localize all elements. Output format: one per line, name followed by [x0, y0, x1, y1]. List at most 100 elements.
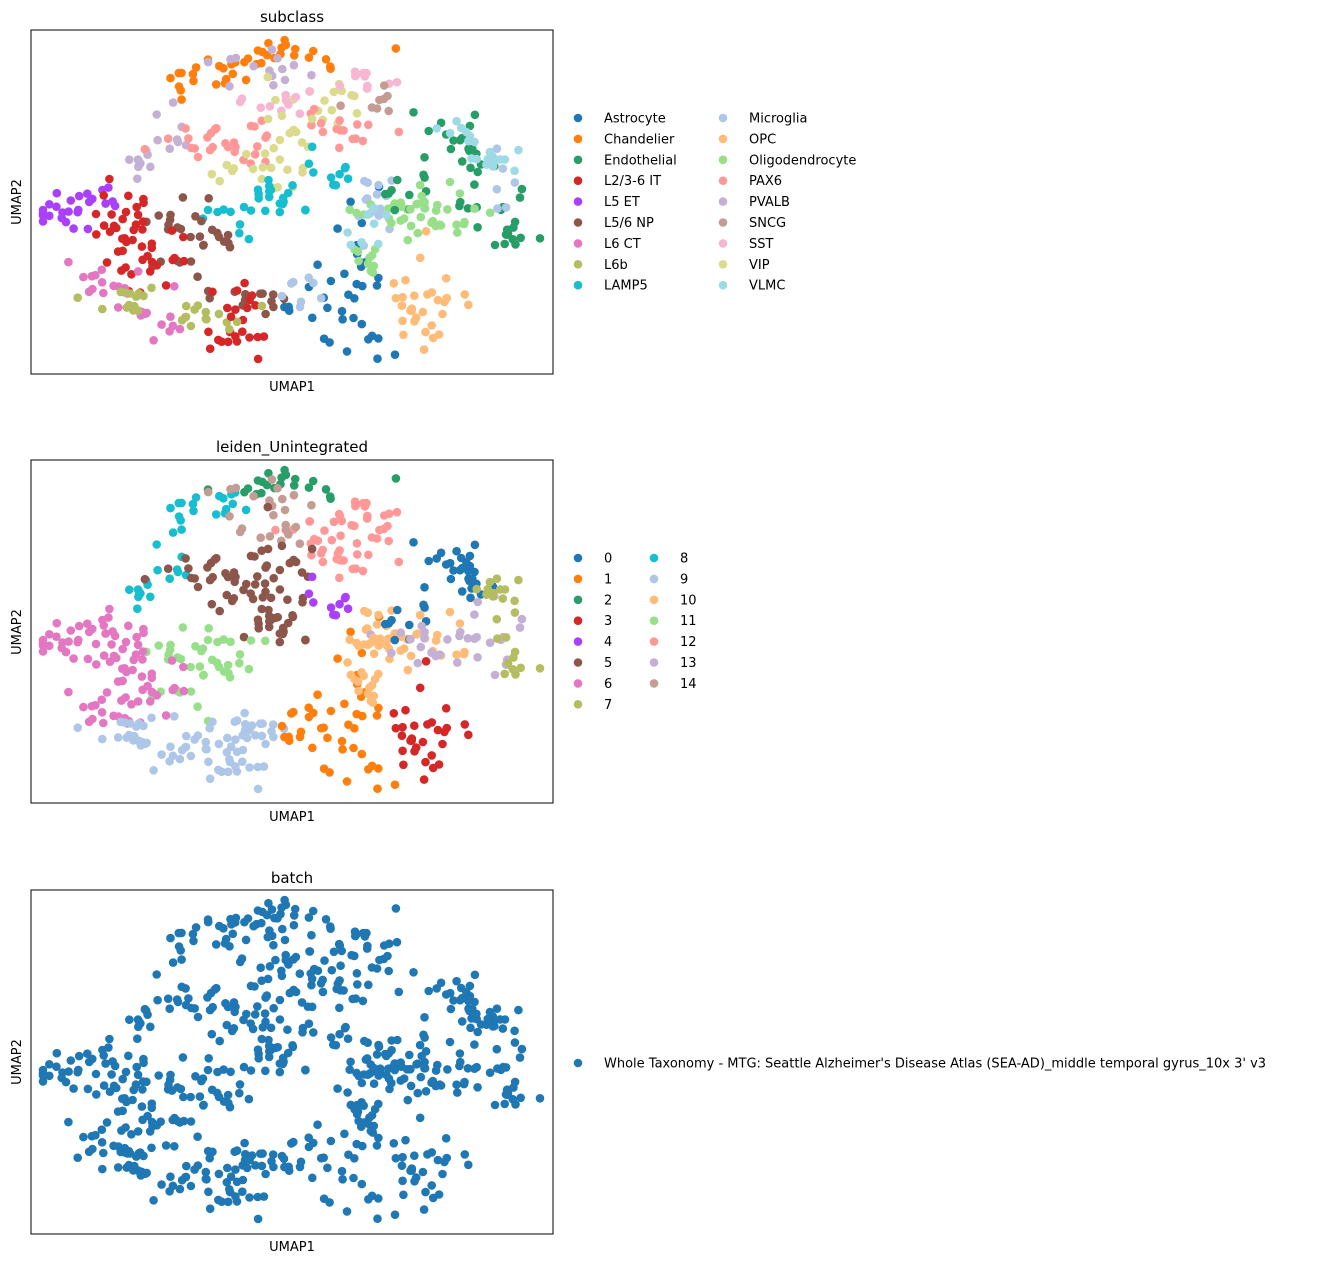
scatter-point	[190, 305, 199, 314]
scatter-point	[232, 337, 242, 346]
scatter-point	[406, 1081, 416, 1091]
scatter-point	[250, 122, 259, 131]
scatter-point	[73, 1067, 82, 1077]
scatter-point	[342, 777, 352, 786]
scatter-point	[64, 1117, 73, 1127]
scatter-point	[343, 228, 352, 237]
scatter-point	[101, 1059, 110, 1068]
scatter-point	[336, 101, 345, 110]
scatter-point	[223, 1163, 232, 1173]
scatter-point	[83, 224, 93, 234]
scatter-point	[222, 160, 232, 170]
scatter-point	[313, 690, 322, 699]
scatter-point	[161, 711, 171, 720]
scatter-point	[392, 937, 402, 947]
scatter-point	[163, 134, 173, 143]
scatter-point	[416, 642, 426, 652]
scatter-point	[241, 75, 251, 85]
scatter-point	[231, 305, 240, 314]
scatter-point	[133, 1070, 143, 1080]
scatter-point	[242, 579, 251, 589]
legend: Whole Taxonomy - MTG: Seattle Alzheimer'…	[573, 1057, 1266, 1072]
scatter-point	[250, 1010, 260, 1019]
scatter-point	[226, 914, 235, 924]
scatter-point	[98, 1164, 107, 1174]
scatter-point	[170, 712, 179, 721]
legend-item: 3	[573, 614, 612, 629]
scatter-point	[401, 1135, 410, 1145]
scatter-point	[197, 646, 206, 656]
scatter-point	[413, 1088, 423, 1098]
scatter-point	[79, 272, 88, 282]
scatter-point	[349, 1173, 358, 1183]
legend-item: SST	[718, 237, 774, 252]
legend-marker	[718, 239, 728, 248]
scatter-point	[210, 555, 220, 564]
scatter-point	[364, 550, 373, 560]
scatter-point	[97, 265, 107, 275]
scatter-point	[456, 983, 466, 993]
scatter-point	[409, 108, 418, 117]
scatter-point	[252, 142, 262, 151]
scatter-point	[323, 733, 332, 743]
scatter-point	[284, 736, 294, 745]
scatter-point	[101, 199, 110, 208]
scatter-point	[191, 642, 200, 651]
scatter-point	[352, 709, 362, 719]
legend-label: 2	[604, 593, 612, 608]
scatter-point	[307, 70, 316, 80]
scatter-point	[379, 511, 389, 520]
scatter-point	[295, 109, 305, 118]
legend-label: Oligodendrocyte	[749, 153, 856, 168]
scatter-point	[316, 723, 326, 733]
scatter-point	[107, 640, 116, 649]
scatter-point	[413, 228, 423, 238]
scatter-point	[102, 258, 112, 267]
x-axis-label: UMAP1	[269, 810, 315, 825]
scatter-point	[139, 1058, 148, 1068]
scatter-point	[181, 312, 191, 322]
scatter-point	[153, 995, 162, 1005]
scatter-point	[423, 290, 432, 299]
scatter-point	[84, 717, 94, 727]
legend-marker	[573, 637, 583, 646]
scatter-point	[470, 204, 479, 213]
scatter-point	[195, 662, 205, 671]
scatter-point	[91, 700, 100, 710]
scatter-point	[343, 174, 353, 183]
scatter-point	[253, 1045, 263, 1054]
scatter-point	[340, 699, 349, 709]
scatter-point	[251, 731, 260, 740]
scatter-point	[269, 940, 278, 950]
scatter-point	[326, 1033, 336, 1042]
scatter-point	[177, 525, 186, 534]
scatter-point	[238, 757, 247, 766]
scatter-point	[329, 180, 338, 189]
scatter-point	[265, 102, 275, 111]
scatter-point	[449, 566, 458, 575]
scatter-point	[203, 917, 213, 927]
scatter-point	[242, 149, 251, 159]
scatter-point	[205, 344, 215, 354]
scatter-point	[396, 198, 406, 207]
scatter-point	[204, 327, 213, 337]
scatter-point	[275, 1067, 285, 1077]
scatter-point	[335, 546, 344, 555]
scatter-point	[64, 1067, 73, 1076]
scatter-point	[501, 1063, 511, 1072]
scatter-point	[275, 1015, 285, 1024]
scatter-point	[193, 1132, 202, 1141]
scatter-point	[130, 731, 139, 741]
scatter-point	[278, 629, 288, 639]
scatter-point	[264, 898, 273, 908]
scatter-point	[320, 96, 329, 105]
scatter-point	[373, 784, 382, 793]
legend-item: 11	[649, 614, 697, 629]
scatter-point	[498, 1024, 508, 1033]
scatter-point	[97, 695, 107, 704]
scatter-point	[245, 1193, 254, 1202]
scatter-point	[360, 502, 370, 511]
scatter-point	[357, 648, 367, 658]
scatter-point	[263, 544, 273, 554]
scatter-point	[420, 204, 429, 213]
